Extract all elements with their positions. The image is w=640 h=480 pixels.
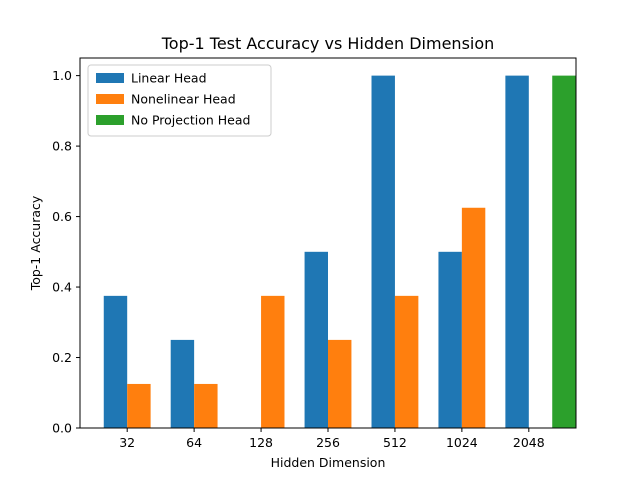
x-axis-label: Hidden Dimension xyxy=(271,455,386,470)
bar-linear-head-256 xyxy=(304,251,328,428)
x-tick-label: 512 xyxy=(383,435,407,450)
legend-swatch-nonelinear-head xyxy=(96,94,124,104)
bar-nonelinear-head-64 xyxy=(194,383,218,428)
bar-nonelinear-head-512 xyxy=(394,295,419,428)
x-tick-label: 32 xyxy=(119,435,135,450)
y-tick-label: 0.8 xyxy=(52,139,72,154)
y-axis-label: Top-1 Accuracy xyxy=(28,195,43,291)
chart-title: Top-1 Test Accuracy vs Hidden Dimension xyxy=(161,34,495,53)
legend-box xyxy=(87,64,272,137)
legend-swatch-no-projection-head xyxy=(96,115,124,125)
y-tick-label: 0.0 xyxy=(52,421,72,436)
bar-nonelinear-head-128 xyxy=(261,295,285,428)
bar-nonelinear-head-1024 xyxy=(461,207,486,428)
y-tick-label: 0.6 xyxy=(52,209,72,224)
legend-label: Nonelinear Head xyxy=(131,92,236,107)
bar-no-projection-head-2048 xyxy=(552,75,576,429)
legend-swatch-linear-head xyxy=(96,73,124,83)
y-tick-label: 1.0 xyxy=(52,68,72,83)
bar-nonelinear-head-32 xyxy=(127,383,151,428)
legend-label: No Projection Head xyxy=(131,113,250,128)
y-tick-label: 0.2 xyxy=(52,350,72,365)
bar-linear-head-512 xyxy=(371,75,395,429)
x-tick-label: 256 xyxy=(316,435,340,450)
bar-nonelinear-head-256 xyxy=(328,339,352,428)
bar-linear-head-64 xyxy=(170,339,195,428)
y-tick-label: 0.4 xyxy=(52,280,72,295)
plot-area: 32 64 128 256 512 1024 2048 0.0 0.2 0.4 0.6 0.8 1.0 xyxy=(52,57,577,450)
bar-linear-head-2048 xyxy=(505,75,529,429)
legend-label: Linear Head xyxy=(131,71,207,86)
bar-linear-head-1024 xyxy=(438,251,462,428)
bar-linear-head-32 xyxy=(103,295,128,428)
x-tick-label: 1024 xyxy=(446,435,478,450)
x-tick-label: 2048 xyxy=(513,435,545,450)
x-tick-label: 64 xyxy=(186,435,202,450)
legend: Linear Head Nonelinear Head No Projection … xyxy=(87,64,272,137)
x-tick-label: 128 xyxy=(249,435,273,450)
